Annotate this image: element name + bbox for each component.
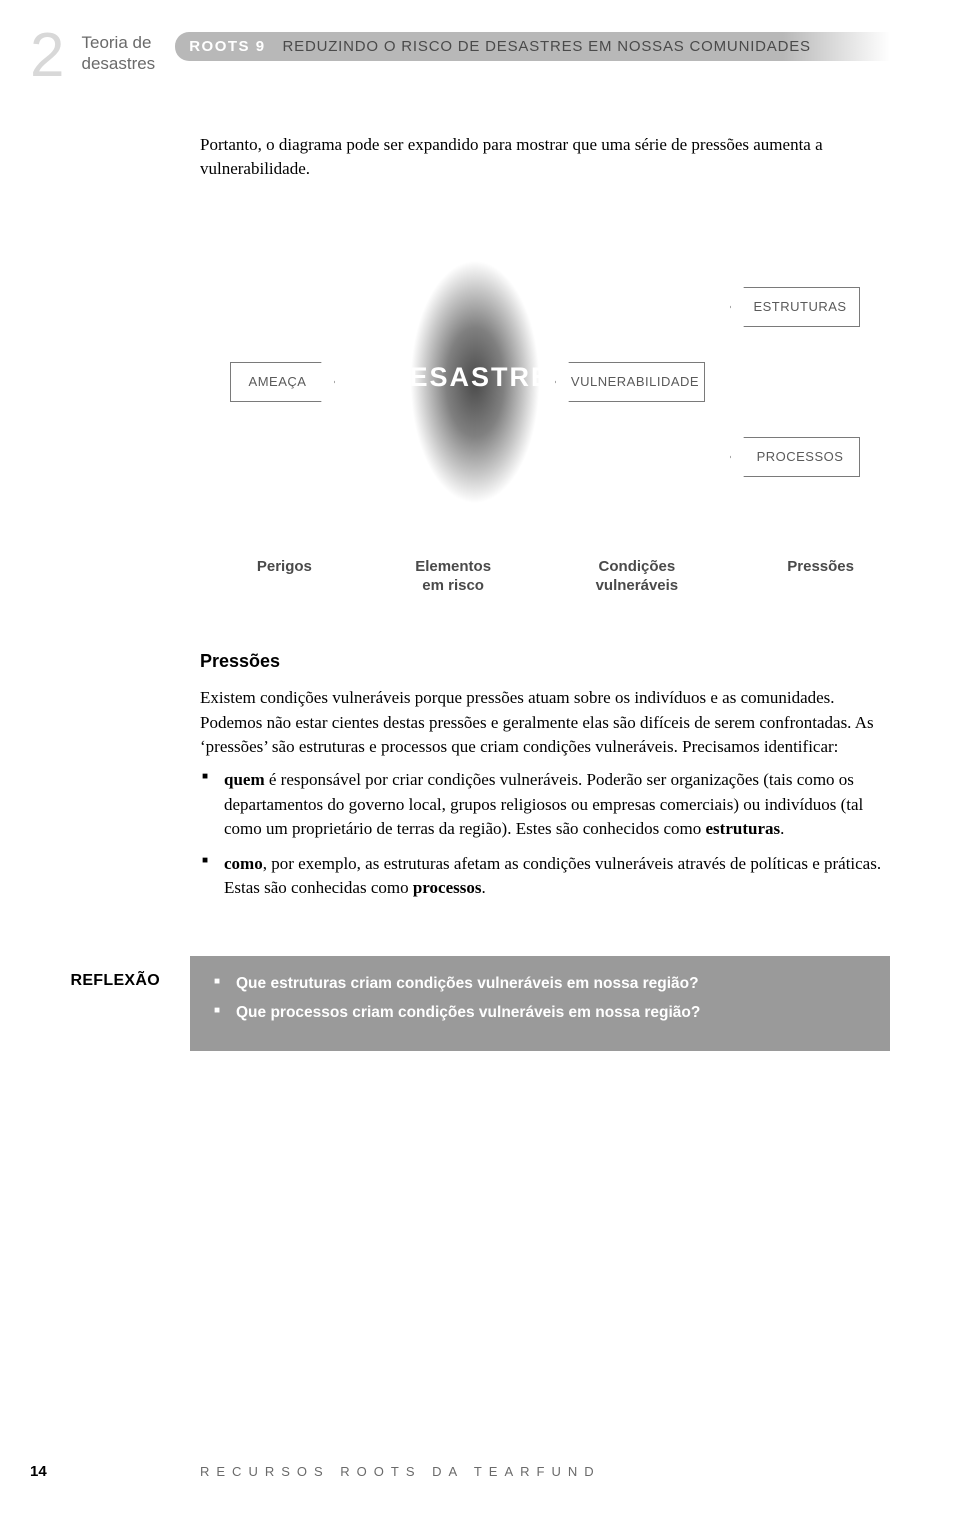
label-condicoes: Condições vulneráveis xyxy=(568,557,707,596)
label-elementos: Elementos em risco xyxy=(384,557,523,596)
diagram-labels-row: Perigos Elementos em risco Condições vul… xyxy=(200,557,890,596)
section-paragraph: Existem condições vulneráveis porque pre… xyxy=(200,686,890,760)
page-footer: 14 RECURSOS ROOTS DA TEARFUND xyxy=(30,1463,890,1480)
bullet-como-end: . xyxy=(481,878,485,897)
reflexao-label: REFLEXÃO xyxy=(30,956,160,990)
label-elementos-l1: Elementos xyxy=(415,558,491,575)
page: 2 Teoria de desastres ROOTS 9 REDUZINDO … xyxy=(0,0,960,1081)
chapter-label-line2: desastres xyxy=(81,54,155,73)
label-perigos: Perigos xyxy=(215,557,354,596)
bullet-quem-end: . xyxy=(780,819,784,838)
label-elementos-l2: em risco xyxy=(422,577,484,594)
page-number: 14 xyxy=(30,1463,170,1480)
bullet-como-strong: como xyxy=(224,854,263,873)
header-banner: ROOTS 9 REDUZINDO O RISCO DE DESASTRES E… xyxy=(175,32,890,61)
reflexao-box: Que estruturas criam condições vulneráve… xyxy=(190,956,890,1051)
banner-roots: ROOTS 9 xyxy=(189,38,265,55)
banner-title: REDUZINDO O RISCO DE DESASTRES EM NOSSAS… xyxy=(283,38,811,55)
bullet-como-text: , por exemplo, as estruturas afetam as c… xyxy=(224,854,881,898)
bullet-como: como, por exemplo, as estruturas afetam … xyxy=(200,852,890,901)
footer-text: RECURSOS ROOTS DA TEARFUND xyxy=(200,1464,890,1479)
bullet-quem: quem é responsável por criar condições v… xyxy=(200,768,890,842)
section-title: Pressões xyxy=(200,651,890,672)
node-processos: PROCESSOS xyxy=(730,437,860,477)
reflexao-q2: Que processos criam condições vulnerávei… xyxy=(212,1001,868,1024)
label-condicoes-l2: vulneráveis xyxy=(596,577,679,594)
node-desastre: DESASTRE xyxy=(388,362,551,393)
intro-paragraph: Portanto, o diagrama pode ser expandido … xyxy=(200,133,890,182)
bullet-quem-strong: quem xyxy=(224,770,265,789)
main-content: Portanto, o diagrama pode ser expandido … xyxy=(200,133,890,901)
bullet-list: quem é responsável por criar condições v… xyxy=(200,768,890,901)
reflexao-q1: Que estruturas criam condições vulneráve… xyxy=(212,972,868,995)
chapter-label: Teoria de desastres xyxy=(81,30,155,75)
reflexao-section: REFLEXÃO Que estruturas criam condições … xyxy=(30,956,890,1051)
chapter-number: 2 xyxy=(30,30,61,83)
label-pressoes: Pressões xyxy=(751,557,890,596)
chapter-label-line1: Teoria de xyxy=(81,33,151,52)
disaster-diagram: AMEAÇA DESASTRE VULNERABILIDADE ESTRUTUR… xyxy=(200,227,890,557)
page-header: 2 Teoria de desastres ROOTS 9 REDUZINDO … xyxy=(30,30,890,83)
bullet-quem-strong2: estruturas xyxy=(706,819,781,838)
label-condicoes-l1: Condições xyxy=(599,558,676,575)
node-vulnerabilidade: VULNERABILIDADE xyxy=(555,362,705,402)
node-estruturas: ESTRUTURAS xyxy=(730,287,860,327)
node-ameaca: AMEAÇA xyxy=(230,362,335,402)
bullet-como-strong2: processos xyxy=(413,878,482,897)
reflexao-list: Que estruturas criam condições vulneráve… xyxy=(212,972,868,1025)
